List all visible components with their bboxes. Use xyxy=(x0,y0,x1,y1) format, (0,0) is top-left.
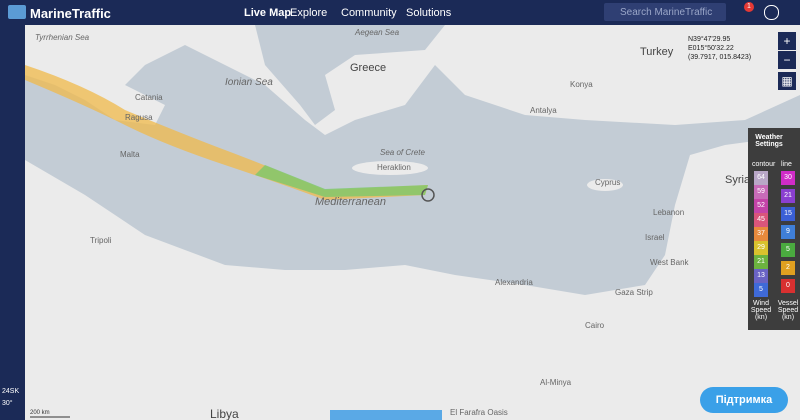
map-label: Turkey xyxy=(640,46,674,58)
coord-lon: E015°50'32.22 xyxy=(688,45,734,52)
map-label: West Bank xyxy=(650,258,690,267)
weather-panel: Weather Settings contour line Wind Speed… xyxy=(748,128,800,330)
map-label: Malta xyxy=(120,150,140,159)
map-label: El Farafra Oasis xyxy=(450,408,508,417)
coord-lat: N39°47'29.95 xyxy=(688,36,731,43)
legend-cell: 37 xyxy=(754,227,768,241)
legend-cell: 13 xyxy=(754,269,768,283)
map-label: Sea of Crete xyxy=(380,148,425,157)
coord-decimal: (39.7917, 015.8423) xyxy=(688,54,752,61)
nav-item[interactable]: Community xyxy=(341,7,397,19)
legend-cell: 45 xyxy=(754,213,768,227)
coordinates: N39°47'29.95 E015°50'32.22 (39.7917, 015… xyxy=(688,35,751,62)
contour-label: contour xyxy=(752,161,776,168)
map: Tyrrhenian Sea Ionian Sea Aegean Sea Gre… xyxy=(25,25,800,420)
status: 24SK 30° xyxy=(2,386,19,410)
map-label: Mediterranean xyxy=(315,196,386,208)
map-label: Konya xyxy=(570,80,593,89)
map-label: Al-Minya xyxy=(540,378,572,387)
contour-caption: Wind Speed (kn) xyxy=(750,300,772,321)
map-layers[interactable]: ▦ xyxy=(778,72,796,90)
line-label: line xyxy=(781,161,792,168)
legend-cell: 21 xyxy=(754,255,768,269)
cyprus xyxy=(587,179,623,191)
legend-cell: 9 xyxy=(781,225,795,239)
map-label: Ionian Sea xyxy=(225,77,273,88)
legend-cell: 5 xyxy=(781,243,795,257)
crete xyxy=(352,161,428,175)
weather-title: Weather Settings xyxy=(755,134,783,148)
scale-label: 200 km xyxy=(30,410,50,416)
map-label: Tripoli xyxy=(90,236,112,245)
notification-badge[interactable]: 1 xyxy=(744,2,754,12)
map-label: Alexandria xyxy=(495,278,533,287)
map-label: Catania xyxy=(135,93,163,102)
vessel-position[interactable] xyxy=(421,188,435,202)
user-icon[interactable] xyxy=(764,5,779,20)
zoom-in[interactable]: + xyxy=(778,32,796,50)
brand: MarineTraffic xyxy=(30,6,111,21)
map-label: Aegean Sea xyxy=(354,28,400,37)
legend-cell: 64 xyxy=(754,171,768,185)
map-label: Antalya xyxy=(530,106,557,115)
legend-cell: 5 xyxy=(754,283,768,297)
map-label: Tyrrhenian Sea xyxy=(35,33,90,42)
legend-cell: 52 xyxy=(754,199,768,213)
legend-cell: 2 xyxy=(781,261,795,275)
legend-cell: 15 xyxy=(781,207,795,221)
map-label: Gaza Strip xyxy=(615,288,653,297)
status-item: 30° xyxy=(2,400,13,407)
map-label: Greece xyxy=(350,62,386,74)
support-button[interactable]: Підтримка xyxy=(700,387,788,413)
status-item: 24SK xyxy=(2,388,20,395)
vessel-track-green xyxy=(255,165,428,197)
nav-item[interactable]: Live Map xyxy=(244,7,292,19)
line-caption: Vessel Speed (kn) xyxy=(777,300,799,321)
legend-cell: 59 xyxy=(754,185,768,199)
header: MarineTraffic Live Map Explore Community… xyxy=(0,0,800,25)
zoom-out[interactable]: − xyxy=(778,51,796,69)
legend-cell: 0 xyxy=(781,279,795,293)
map-label: Cyprus xyxy=(595,178,620,187)
legend-cell: 29 xyxy=(754,241,768,255)
nav-item[interactable]: Explore xyxy=(290,7,328,19)
map-label: Ragusa xyxy=(125,113,153,122)
logo-icon xyxy=(8,5,26,19)
search-box[interactable]: Search MarineTraffic xyxy=(604,3,726,21)
sidebar xyxy=(0,25,25,420)
legend-cell: 30 xyxy=(781,171,795,185)
land-south xyxy=(25,135,800,420)
nav-item[interactable]: Solutions xyxy=(406,7,452,19)
bottom-tab[interactable] xyxy=(330,410,442,420)
search-placeholder: Search MarineTraffic xyxy=(620,7,713,18)
map-label: Heraklion xyxy=(377,163,411,172)
map-label: Lebanon xyxy=(653,208,684,217)
legend-cell: 21 xyxy=(781,189,795,203)
map-label: Libya xyxy=(210,407,239,420)
map-label: Israel xyxy=(645,233,665,242)
land-north xyxy=(25,25,800,135)
map-label: Cairo xyxy=(585,321,605,330)
map-label: Syria xyxy=(725,174,751,186)
